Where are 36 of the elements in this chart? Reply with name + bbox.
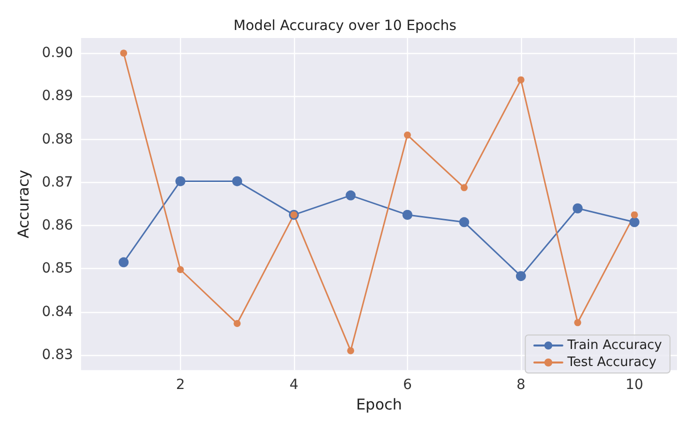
point bbox=[175, 176, 186, 186]
point bbox=[234, 320, 241, 328]
legend-label: Test Accuracy bbox=[566, 355, 657, 370]
point bbox=[402, 210, 412, 220]
point bbox=[347, 347, 354, 354]
point bbox=[346, 190, 356, 200]
point bbox=[572, 203, 583, 214]
y-tick-label: 0.84 bbox=[42, 304, 74, 320]
y-tick-label: 0.87 bbox=[42, 174, 74, 190]
point bbox=[459, 217, 470, 228]
x-tick-label: 2 bbox=[176, 377, 185, 394]
y-tick-label: 0.89 bbox=[42, 88, 74, 104]
x-tick-label: 8 bbox=[516, 377, 526, 394]
point bbox=[118, 257, 129, 268]
y-tick-label: 0.85 bbox=[42, 260, 74, 277]
point bbox=[630, 211, 638, 218]
y-tick-label: 0.83 bbox=[42, 347, 74, 364]
point bbox=[517, 76, 524, 84]
point bbox=[120, 50, 128, 57]
y-axis-title: Accuracy bbox=[14, 170, 32, 238]
x-tick-label: 10 bbox=[626, 377, 644, 394]
y-tick-label: 0.86 bbox=[42, 218, 74, 234]
x-tick-label: 6 bbox=[402, 377, 412, 394]
chart-title: Model Accuracy over 10 Epochs bbox=[234, 18, 456, 34]
y-tick-label: 0.90 bbox=[42, 45, 74, 62]
point bbox=[629, 217, 640, 228]
point bbox=[176, 266, 184, 274]
point bbox=[404, 132, 411, 139]
point bbox=[574, 319, 582, 326]
point bbox=[460, 184, 468, 192]
x-axis-title: Epoch bbox=[356, 396, 402, 414]
point bbox=[232, 176, 242, 186]
y-tick-label: 0.88 bbox=[42, 131, 74, 148]
point bbox=[516, 271, 526, 282]
legend-label: Train Accuracy bbox=[566, 338, 662, 353]
x-tick-label: 4 bbox=[289, 377, 298, 394]
